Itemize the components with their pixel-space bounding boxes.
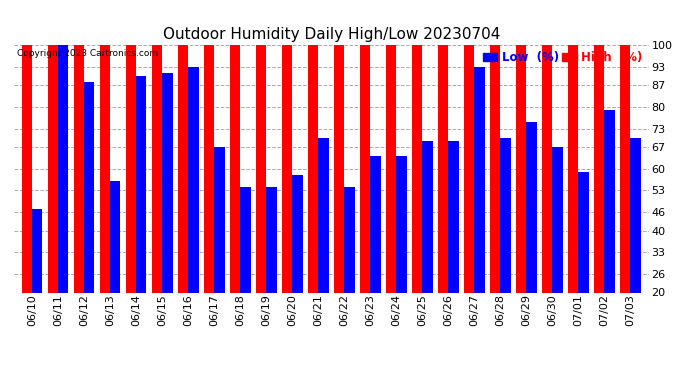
Bar — [500, 138, 511, 292]
Bar — [84, 82, 95, 292]
Bar — [178, 0, 188, 292]
Bar — [214, 147, 224, 292]
Bar — [386, 11, 396, 292]
Bar — [412, 0, 422, 292]
Bar — [152, 0, 162, 292]
Bar — [631, 138, 641, 292]
Bar — [604, 110, 615, 292]
Bar — [126, 0, 136, 292]
Bar — [568, 0, 578, 292]
Bar — [438, 0, 449, 292]
Bar — [542, 0, 552, 292]
Bar — [474, 67, 484, 292]
Bar — [32, 209, 42, 292]
Bar — [578, 172, 589, 292]
Bar — [594, 0, 604, 292]
Bar — [188, 67, 199, 292]
Bar — [240, 188, 250, 292]
Bar — [396, 156, 406, 292]
Bar — [256, 2, 266, 292]
Bar — [318, 138, 328, 292]
Bar — [422, 141, 433, 292]
Title: Outdoor Humidity Daily High/Low 20230704: Outdoor Humidity Daily High/Low 20230704 — [163, 27, 500, 42]
Bar — [74, 2, 84, 292]
Legend: Low  (%), High  (%): Low (%), High (%) — [483, 51, 642, 64]
Bar — [552, 147, 563, 292]
Bar — [448, 141, 459, 292]
Bar — [620, 0, 631, 292]
Bar — [308, 0, 318, 292]
Bar — [490, 0, 500, 292]
Bar — [516, 0, 526, 292]
Bar — [136, 76, 146, 292]
Bar — [204, 0, 214, 292]
Bar — [230, 0, 240, 292]
Bar — [110, 181, 121, 292]
Bar — [266, 188, 277, 292]
Bar — [292, 175, 303, 292]
Bar — [359, 39, 371, 292]
Bar — [344, 188, 355, 292]
Bar — [162, 73, 172, 292]
Bar — [99, 0, 110, 292]
Text: Copyright 2023 Cartronics.com: Copyright 2023 Cartronics.com — [17, 49, 158, 58]
Bar — [464, 0, 474, 292]
Bar — [334, 11, 344, 292]
Bar — [58, 45, 68, 292]
Bar — [371, 156, 381, 292]
Bar — [282, 20, 292, 292]
Bar — [48, 0, 58, 292]
Bar — [526, 122, 537, 292]
Bar — [21, 17, 32, 292]
